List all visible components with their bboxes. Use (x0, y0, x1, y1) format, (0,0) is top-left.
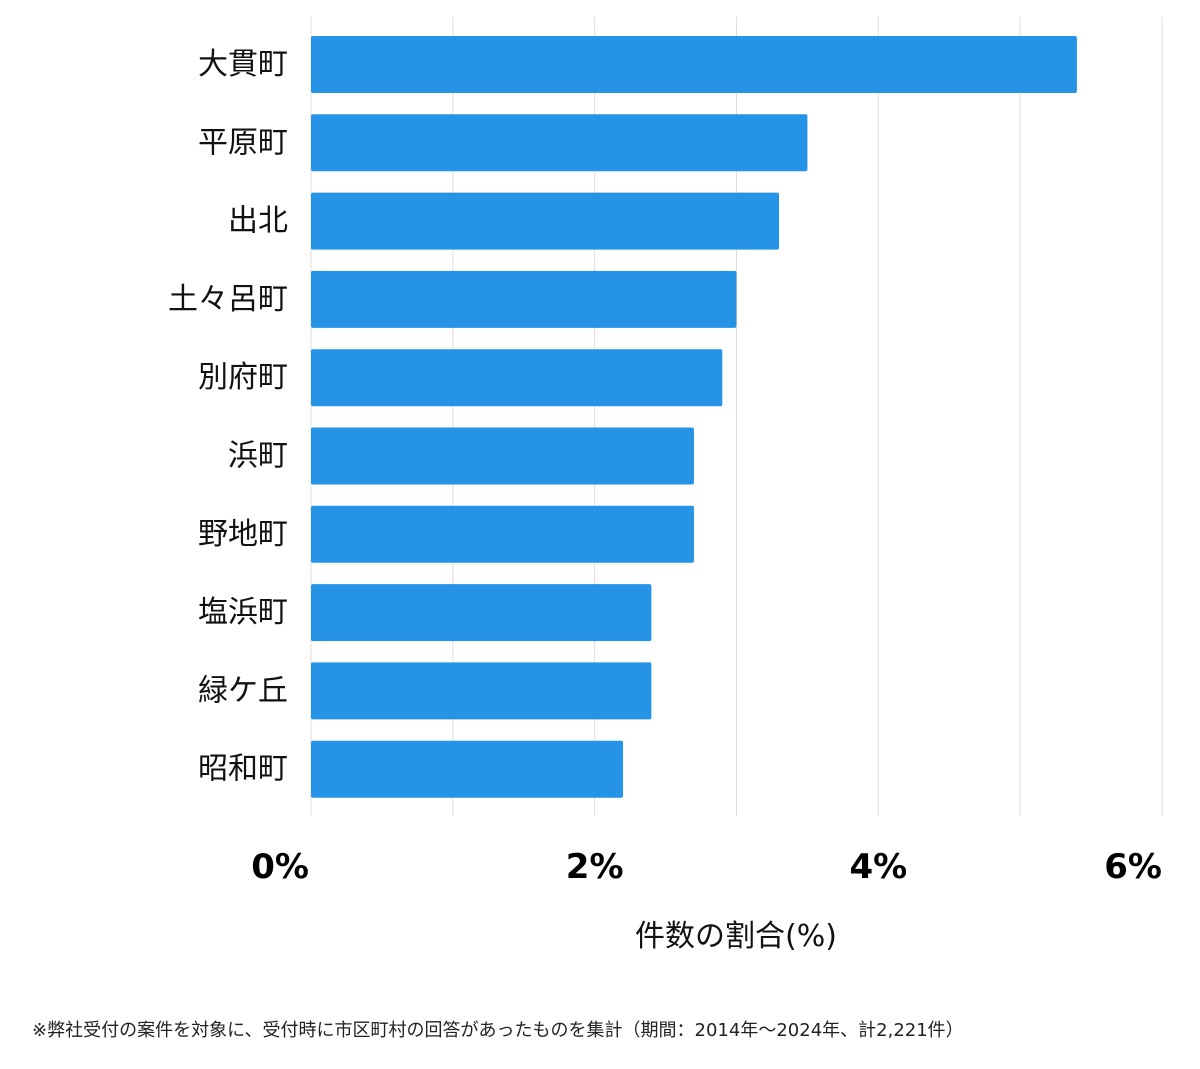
x-tick-label: 4% (849, 847, 907, 887)
x-tick-label: 2% (566, 847, 624, 887)
bar-chart: 大貫町平原町出北土々呂町別府町浜町野地町塩浜町緑ケ丘昭和町 0% 2% 4% 6% 件… (168, 17, 1163, 954)
category-label: 出北 (228, 204, 288, 239)
bar (311, 505, 694, 563)
category-label: 土々呂町 (168, 282, 288, 317)
bars (311, 36, 1077, 798)
category-label: 昭和町 (198, 752, 288, 787)
x-tick-label: 0% (251, 847, 309, 887)
bar (311, 584, 652, 642)
category-label: 大貫町 (198, 47, 288, 82)
bar (311, 662, 652, 720)
x-tick-label: 6% (1104, 847, 1162, 887)
bar (311, 36, 1077, 93)
category-label: 塩浜町 (198, 595, 288, 630)
category-label: 別府町 (198, 360, 288, 395)
category-label: 浜町 (228, 439, 288, 474)
category-label: 平原町 (198, 125, 288, 160)
bar (311, 349, 723, 407)
bar (311, 427, 694, 485)
footnote: ※弊社受付の案件を対象に、受付時に市区町村の回答があったものを集計（期間：201… (32, 1020, 964, 1041)
bar (311, 740, 624, 798)
bar (311, 192, 780, 250)
x-axis-title: 件数の割合(%) (635, 919, 837, 954)
category-label: 野地町 (198, 517, 288, 552)
category-label: 緑ケ丘 (198, 673, 288, 708)
bar (311, 270, 737, 328)
x-tick-labels: 0% 2% 4% 6% (251, 847, 1162, 887)
bar (311, 114, 808, 172)
